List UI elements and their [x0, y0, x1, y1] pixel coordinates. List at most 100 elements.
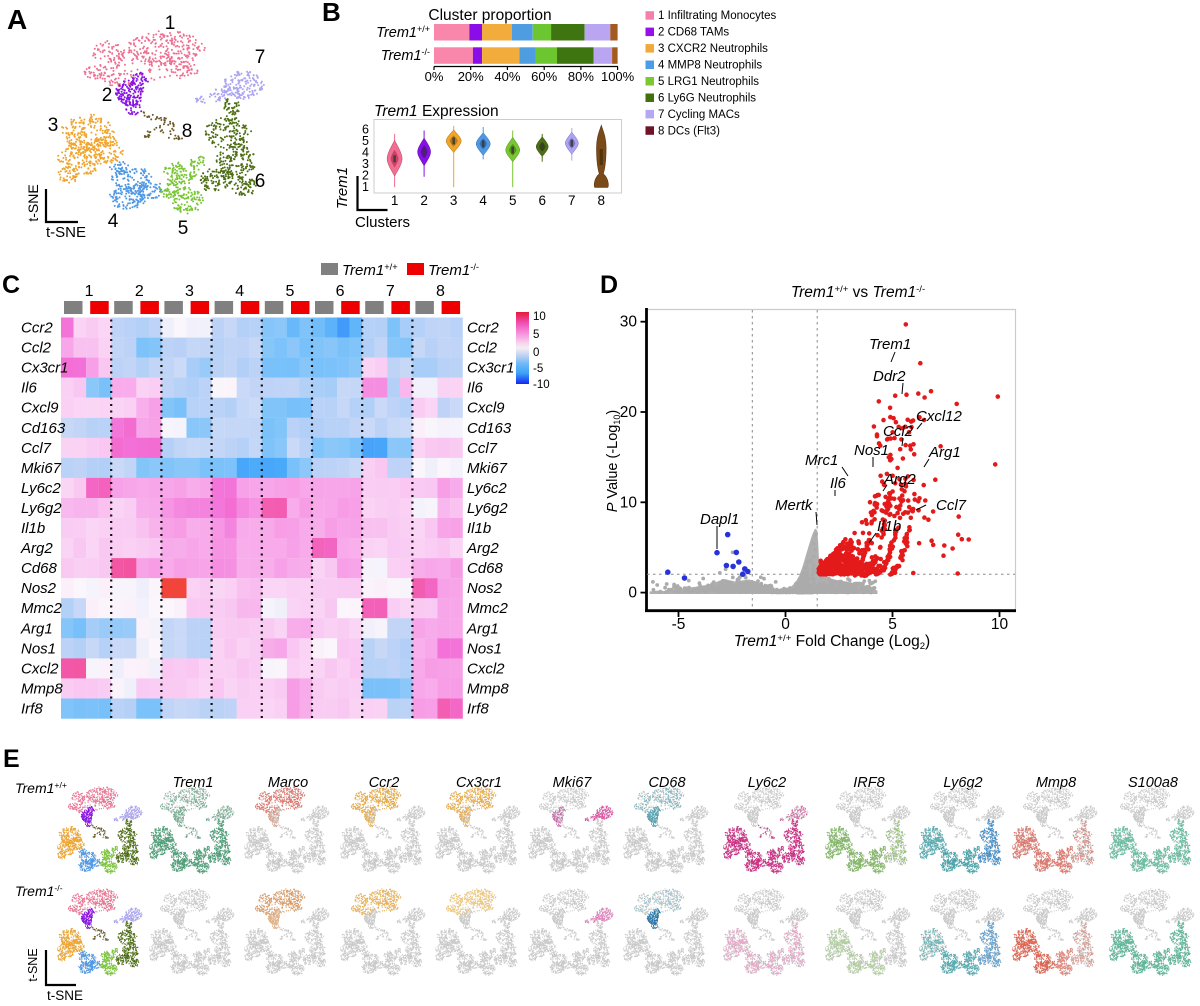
svg-text:Trem1+/+ Fold Change (Log2): Trem1+/+ Fold Change (Log2)	[734, 633, 930, 652]
svg-text:1: 1	[391, 193, 399, 208]
svg-text:Il1b: Il1b	[467, 520, 491, 537]
svg-text:5 LRG1 Neutrophils: 5 LRG1 Neutrophils	[658, 76, 759, 88]
svg-text:Ly6c2: Ly6c2	[467, 480, 507, 497]
svg-text:7: 7	[255, 47, 266, 68]
svg-text:5: 5	[285, 283, 294, 300]
svg-text:Ccr2: Ccr2	[369, 775, 400, 791]
svg-text:Mmp8: Mmp8	[1036, 775, 1076, 791]
svg-text:4: 4	[235, 283, 244, 300]
svg-text:Ccl7: Ccl7	[21, 440, 52, 457]
svg-text:10: 10	[620, 494, 638, 511]
svg-text:D: D	[600, 271, 618, 299]
svg-text:Mki67: Mki67	[21, 460, 62, 477]
svg-text:10: 10	[991, 616, 1009, 633]
svg-text:Ly6c2: Ly6c2	[21, 480, 61, 497]
svg-text:Ly6g2: Ly6g2	[943, 775, 982, 791]
svg-text:3: 3	[450, 193, 458, 208]
svg-text:2: 2	[420, 193, 428, 208]
svg-text:1: 1	[85, 283, 94, 300]
svg-text:Cd163: Cd163	[21, 420, 66, 437]
svg-text:2: 2	[362, 169, 369, 183]
svg-text:Trem1-/-: Trem1-/-	[428, 262, 479, 279]
svg-text:Ccl2: Ccl2	[467, 340, 498, 357]
svg-text:t-SNE: t-SNE	[26, 948, 40, 981]
svg-text:8: 8	[598, 193, 606, 208]
svg-text:IRF8: IRF8	[853, 775, 884, 791]
svg-text:t-SNE: t-SNE	[47, 988, 83, 1003]
svg-text:-5: -5	[533, 363, 543, 375]
svg-text:Trem1+/+ vs Trem1-/-: Trem1+/+ vs Trem1-/-	[791, 284, 925, 301]
svg-text:10: 10	[533, 311, 546, 323]
svg-text:6 Ly6G Neutrophils: 6 Ly6G Neutrophils	[658, 92, 756, 104]
svg-text:CD68: CD68	[648, 775, 685, 791]
svg-text:Mki67: Mki67	[467, 460, 508, 477]
svg-text:4: 4	[479, 193, 487, 208]
svg-text:8: 8	[436, 283, 445, 300]
svg-text:Ccl7: Ccl7	[936, 497, 967, 514]
svg-text:4: 4	[362, 145, 369, 159]
svg-text:Trem1: Trem1	[334, 167, 351, 209]
svg-text:A: A	[7, 4, 27, 35]
svg-text:P Value (-Log10): P Value (-Log10)	[605, 410, 622, 512]
svg-text:Ccr2: Ccr2	[21, 320, 53, 337]
svg-text:Il1b: Il1b	[21, 520, 45, 537]
svg-text:Marco: Marco	[268, 775, 308, 791]
svg-text:Mmp8: Mmp8	[21, 680, 63, 697]
svg-text:6: 6	[538, 193, 546, 208]
svg-text:Nos1: Nos1	[467, 640, 502, 657]
svg-text:6: 6	[255, 171, 266, 192]
svg-text:-5: -5	[672, 616, 686, 633]
svg-text:0%: 0%	[425, 69, 444, 84]
svg-text:2 CD68 TAMs: 2 CD68 TAMs	[658, 27, 729, 39]
svg-text:4: 4	[108, 211, 119, 232]
svg-text:Trem1+/+: Trem1+/+	[376, 24, 430, 41]
svg-text:Trem1 Expression: Trem1 Expression	[374, 103, 499, 120]
svg-text:Trem1-/-: Trem1-/-	[381, 47, 430, 64]
svg-text:6: 6	[336, 283, 345, 300]
svg-text:6: 6	[362, 122, 369, 136]
svg-text:Arg1: Arg1	[466, 620, 499, 637]
svg-text:Il6: Il6	[830, 475, 847, 492]
svg-text:Mki67: Mki67	[553, 775, 593, 791]
svg-text:5: 5	[509, 193, 517, 208]
svg-text:Arg2: Arg2	[20, 540, 53, 557]
svg-text:Ly6c2: Ly6c2	[748, 775, 786, 791]
svg-text:Nos2: Nos2	[21, 580, 57, 597]
svg-text:0: 0	[533, 347, 539, 359]
svg-text:5: 5	[178, 218, 189, 239]
svg-text:Ccl2: Ccl2	[883, 423, 914, 440]
svg-text:8 DCs (Flt3): 8 DCs (Flt3)	[658, 125, 720, 137]
svg-text:3: 3	[48, 115, 59, 136]
svg-text:Ccl2: Ccl2	[21, 340, 52, 357]
svg-text:S100a8: S100a8	[1128, 775, 1178, 791]
svg-text:Arg1: Arg1	[20, 620, 53, 637]
svg-text:Irf8: Irf8	[21, 700, 43, 717]
svg-text:Arg2: Arg2	[466, 540, 499, 557]
svg-text:Nos2: Nos2	[467, 580, 503, 597]
svg-text:Mrc1: Mrc1	[805, 452, 838, 469]
svg-text:Cxcl2: Cxcl2	[21, 660, 59, 677]
svg-text:Ly6g2: Ly6g2	[467, 500, 508, 517]
svg-text:Il6: Il6	[21, 380, 38, 397]
svg-text:Il6: Il6	[467, 380, 484, 397]
svg-text:Trem1: Trem1	[173, 775, 214, 791]
svg-text:Cx3cr1: Cx3cr1	[21, 360, 69, 377]
svg-text:1 Infiltrating Monocytes: 1 Infiltrating Monocytes	[658, 10, 777, 22]
svg-text:Mmc2: Mmc2	[467, 600, 508, 617]
svg-text:7: 7	[568, 193, 576, 208]
svg-text:Mmp8: Mmp8	[467, 680, 509, 697]
svg-text:Clusters: Clusters	[355, 214, 410, 231]
svg-text:Arg2: Arg2	[883, 471, 916, 488]
svg-text:Cxcl12: Cxcl12	[916, 408, 963, 425]
svg-text:8: 8	[182, 121, 193, 142]
svg-text:Mmc2: Mmc2	[21, 600, 62, 617]
svg-text:Trem1-/-: Trem1-/-	[15, 883, 63, 899]
svg-text:Mertk: Mertk	[775, 497, 814, 514]
svg-text:Ccr2: Ccr2	[467, 320, 499, 337]
svg-text:100%: 100%	[601, 69, 635, 84]
svg-text:7: 7	[386, 283, 395, 300]
svg-text:1: 1	[362, 180, 369, 194]
svg-text:80%: 80%	[568, 69, 594, 84]
svg-text:Ly6g2: Ly6g2	[21, 500, 62, 517]
svg-text:Cxcl9: Cxcl9	[21, 400, 59, 417]
